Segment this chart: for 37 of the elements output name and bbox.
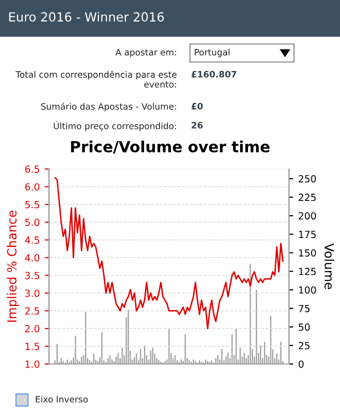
y2-tick-label: 75 — [298, 304, 310, 312]
y-tick-label: 5.5 — [25, 201, 40, 208]
y2-tick-label: 150 — [299, 249, 316, 257]
y-tick-label: 3.0 — [25, 290, 40, 297]
text: £160.807 — [192, 70, 236, 78]
y-tick-label: 5.0 — [25, 218, 40, 226]
text: Portugal — [194, 48, 230, 58]
y-tick-label: 1.0 — [26, 360, 40, 368]
y-tick-label: 2.0 — [25, 325, 40, 332]
y-tick-label: 6.5 — [25, 165, 40, 173]
y2-tick-label: 250 — [298, 175, 316, 182]
text: Eixo Inverso — [36, 396, 88, 403]
y2-tick-label: 25 — [298, 342, 310, 350]
chart-title: Price/Volume over time — [71, 140, 270, 154]
y-tick-label: 2.5 — [25, 307, 40, 315]
line-series — [54, 177, 284, 330]
text: £0 — [192, 102, 203, 110]
y2-tick-label: 225 — [298, 194, 316, 202]
y-tick-label: 4.5 — [24, 236, 40, 244]
text: Total com correspondência para este evento: — [16, 70, 177, 88]
text: Sumário das Apostas - Volume: — [41, 102, 176, 112]
y2-tick-label: 125 — [299, 268, 316, 276]
text: Euro 2016 - Winner 2016 — [9, 12, 164, 22]
y-tick-label: 1.5 — [26, 342, 40, 350]
y2-tick-label: 50 — [298, 323, 310, 331]
text: A apostar em: — [115, 49, 176, 58]
y-tick-label: 3.5 — [25, 272, 40, 280]
y2-tick-label: 175 — [299, 230, 316, 238]
y2-tick-label: 100 — [299, 286, 316, 294]
text: Último preço correspondido: — [54, 121, 176, 131]
y2-axis-title: Volume — [324, 243, 334, 290]
y2-tick-label: 200 — [298, 212, 316, 220]
y-axis-title: Implied % Chance — [6, 210, 19, 322]
y-tick-label: 6.0 — [25, 183, 40, 191]
text: 26 — [192, 122, 203, 129]
y2-tick-label: 0 — [298, 360, 304, 368]
y-tick-label: 4.0 — [24, 254, 40, 262]
